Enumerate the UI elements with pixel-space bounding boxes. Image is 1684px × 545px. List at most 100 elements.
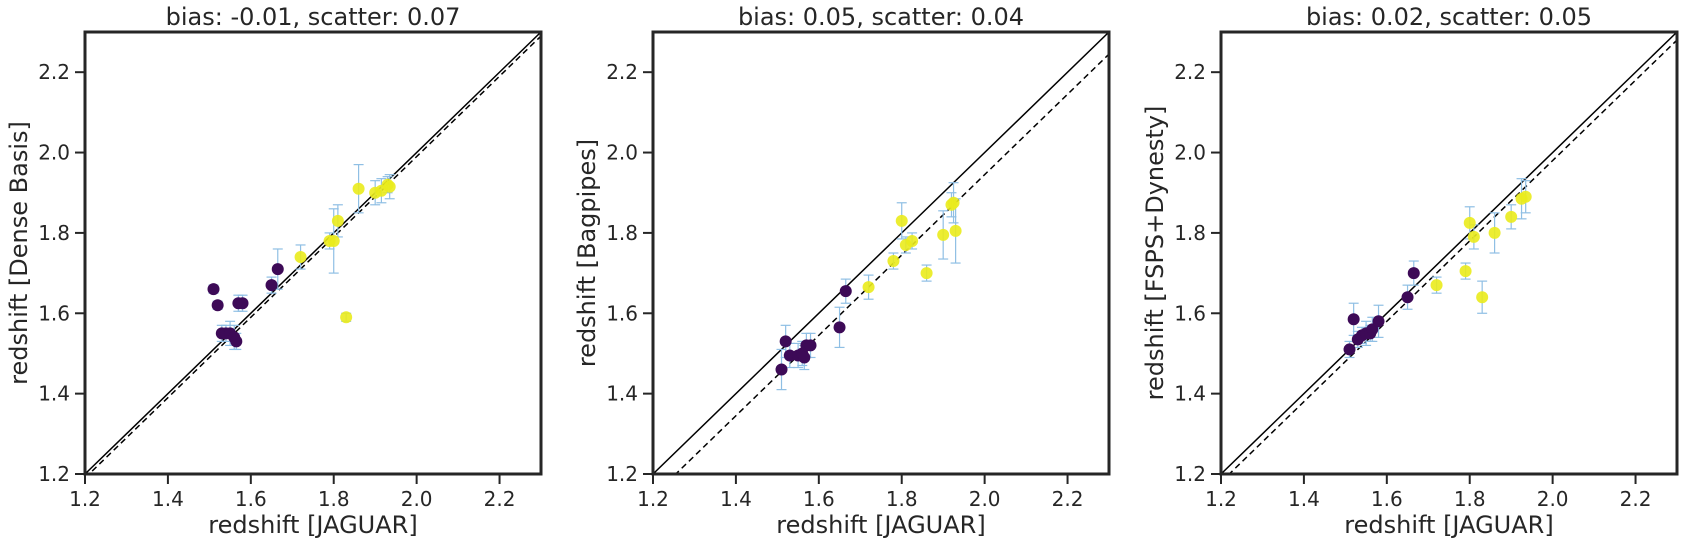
- plot-area: [653, 32, 1109, 474]
- data-point: [949, 224, 962, 237]
- data-point: [1476, 291, 1489, 304]
- bias-line: [88, 35, 541, 474]
- data-point: [230, 335, 243, 348]
- data-point: [1343, 343, 1356, 356]
- data-point: [1467, 230, 1480, 243]
- y-tick-label: 2.2: [606, 60, 638, 84]
- data-point: [340, 311, 353, 324]
- data-point: [1519, 190, 1532, 203]
- tick-group: 1.2 1.4 1.6 1.8 2.0 2.2 1.2 1.4 1.6 1.8 2.0 2.2: [38, 60, 515, 511]
- data-point: [327, 234, 340, 247]
- y-tick-label: 1.4: [1174, 382, 1206, 406]
- x-tick-label: 2.0: [969, 487, 1001, 511]
- panel-title: bias: 0.05, scatter: 0.04: [738, 3, 1024, 31]
- bias-line: [1228, 39, 1677, 474]
- x-tick-label: 2.2: [484, 487, 516, 511]
- x-axis-label: redshift [JAGUAR]: [1344, 511, 1553, 539]
- data-point: [1430, 279, 1443, 292]
- y-tick-label: 1.4: [606, 382, 638, 406]
- y-tick-label: 1.2: [1174, 462, 1206, 486]
- data-point: [798, 351, 811, 364]
- y-tick-label: 1.2: [606, 462, 638, 486]
- y-tick-label: 2.0: [606, 141, 638, 165]
- data-point: [383, 180, 396, 193]
- tick-group: 1.2 1.4 1.6 1.8 2.0 2.2 1.2 1.4 1.6 1.8 2.0 2.2: [606, 60, 1083, 511]
- y-axis-label: redshift [Dense Basis]: [5, 121, 33, 385]
- x-tick-label: 1.4: [1288, 487, 1320, 511]
- data-point: [947, 196, 960, 209]
- data-point: [783, 349, 796, 362]
- panel-bagpipes: bias: 0.05, scatter: 0.04 1.2 1.4 1.6 1.8 2.…: [573, 3, 1111, 539]
- panel-fsps-dynesty: bias: 0.02, scatter: 0.05 1.2 1.4 1.6 1.8 2.…: [1141, 3, 1679, 539]
- x-tick-label: 2.2: [1052, 487, 1084, 511]
- data-point: [1347, 313, 1360, 326]
- y-tick-label: 2.2: [38, 60, 70, 84]
- y-axis-label: redshift [Bagpipes]: [573, 139, 601, 367]
- y-tick-label: 1.8: [606, 221, 638, 245]
- y-tick-label: 1.2: [38, 462, 70, 486]
- x-tick-label: 1.6: [803, 487, 835, 511]
- data-point: [779, 335, 792, 348]
- data-point: [352, 182, 365, 195]
- x-tick-label: 1.8: [886, 487, 918, 511]
- data-point: [804, 339, 817, 352]
- plot-frame: [651, 30, 1111, 476]
- x-tick-label: 1.6: [235, 487, 267, 511]
- x-tick-label: 1.8: [318, 487, 350, 511]
- x-tick-label: 1.2: [69, 487, 101, 511]
- data-point: [271, 263, 284, 276]
- data-point: [1459, 265, 1472, 278]
- data-point: [1505, 210, 1518, 223]
- data-point: [1372, 315, 1385, 328]
- data-point: [1407, 267, 1420, 280]
- y-tick-label: 2.2: [1174, 60, 1206, 84]
- bias-line: [674, 53, 1109, 474]
- x-tick-label: 2.0: [401, 487, 433, 511]
- x-tick-label: 1.2: [637, 487, 669, 511]
- one-to-one-line: [653, 32, 1109, 474]
- plot-frame: [83, 30, 543, 476]
- y-tick-label: 1.8: [38, 221, 70, 245]
- data-point: [862, 281, 875, 294]
- panel-title: bias: -0.01, scatter: 0.07: [166, 3, 461, 31]
- x-tick-label: 2.0: [1537, 487, 1569, 511]
- y-tick-label: 1.4: [38, 382, 70, 406]
- plot-frame: [1219, 30, 1679, 476]
- data-point: [265, 279, 278, 292]
- data-point: [236, 297, 249, 310]
- data-point: [839, 285, 852, 298]
- data-point: [906, 234, 919, 247]
- y-tick-label: 1.6: [606, 301, 638, 325]
- data-point: [887, 255, 900, 268]
- panel-dense-basis: bias: -0.01, scatter: 0.07 1.2 1.4 1.6 1.8 2…: [5, 3, 543, 539]
- data-point: [775, 363, 788, 376]
- x-axis-label: redshift [JAGUAR]: [776, 511, 985, 539]
- x-tick-label: 1.2: [1205, 487, 1237, 511]
- x-tick-label: 1.4: [152, 487, 184, 511]
- x-tick-label: 1.4: [720, 487, 752, 511]
- x-tick-label: 2.2: [1620, 487, 1652, 511]
- y-tick-label: 2.0: [1174, 141, 1206, 165]
- data-point: [920, 267, 933, 280]
- data-point: [294, 251, 307, 264]
- one-to-one-line: [1221, 32, 1677, 474]
- x-axis-label: redshift [JAGUAR]: [208, 511, 417, 539]
- x-tick-label: 1.6: [1371, 487, 1403, 511]
- data-point: [833, 321, 846, 334]
- tick-group: 1.2 1.4 1.6 1.8 2.0 2.2 1.2 1.4 1.6 1.8 2.0 2.2: [1174, 60, 1651, 511]
- y-tick-label: 1.6: [38, 301, 70, 325]
- y-tick-label: 2.0: [38, 141, 70, 165]
- y-tick-label: 1.6: [1174, 301, 1206, 325]
- data-point: [211, 299, 224, 312]
- plot-area: [85, 32, 541, 474]
- panel-title: bias: 0.02, scatter: 0.05: [1306, 3, 1592, 31]
- data-point: [937, 228, 950, 241]
- data-point: [1463, 216, 1476, 229]
- data-point: [1488, 226, 1501, 239]
- data-point: [207, 283, 220, 296]
- y-tick-label: 1.8: [1174, 221, 1206, 245]
- data-point: [895, 214, 908, 227]
- data-point: [331, 214, 344, 227]
- y-axis-label: redshift [FSPS+Dynesty]: [1141, 106, 1169, 401]
